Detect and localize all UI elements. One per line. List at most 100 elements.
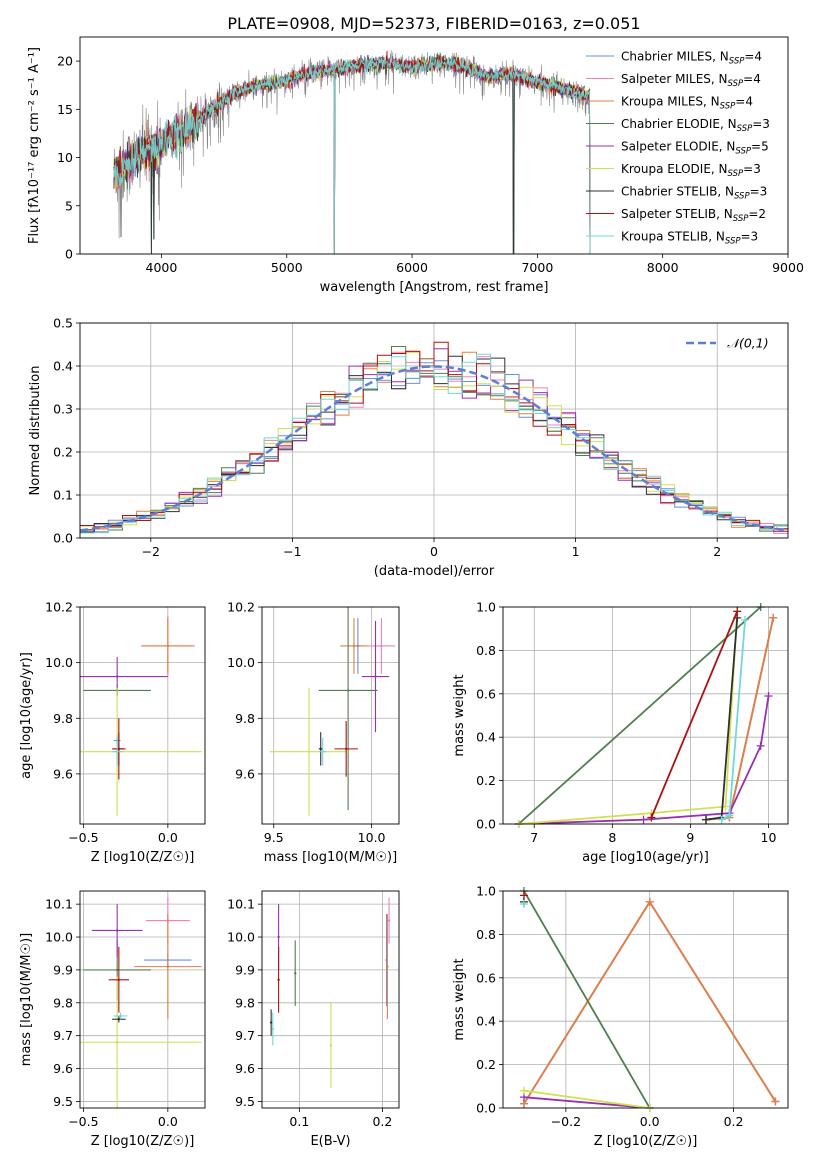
y-tick-label: 0.4: [476, 730, 496, 745]
y-tick-label: 9.8: [235, 995, 255, 1010]
x-tick-label: 7: [530, 830, 538, 845]
model-spectrum-7: [113, 53, 591, 254]
y-tick-label: 0.5: [53, 316, 73, 331]
data-point: [294, 971, 297, 975]
chart-weight_vs_age: 7 8 9 10 0.0 0.2 0.4 0.6 0.8 1.0 age [log10(age/yr…: [452, 600, 789, 865]
legend-entry: Chabrier ELODIE, NSSP=3: [621, 117, 770, 134]
x-tick-label: 8000: [647, 260, 679, 275]
y-tick-label: 9.6: [53, 1061, 73, 1076]
x-tick-label: −0.5: [68, 1114, 98, 1129]
x-tick-label: 0.0: [158, 830, 178, 845]
y-tick-label: 1.0: [476, 884, 496, 899]
y-tick-label: 9.8: [53, 995, 73, 1010]
y-tick-label: 0.1: [53, 488, 73, 503]
data-point: [117, 747, 121, 751]
x-axis-label: Z [log10(Z/Z☉)]: [91, 850, 195, 865]
weight-series-6: [523, 1089, 650, 1108]
data-point: [117, 1018, 121, 1021]
y-tick-label: 10.0: [45, 930, 73, 945]
axes-frame: [502, 890, 789, 1109]
weight-marker: [645, 897, 654, 906]
y-axis-label: mass [log10(M/M☉)]: [19, 933, 34, 1066]
chart-mass_vs_ebv: 0.1 0.2 9.5 9.6 9.7 9.8 9.9 10.0 10.1 E(B-V): [227, 890, 400, 1149]
y-axis-label: Flux [fλ10⁻¹⁷ erg cm⁻² s⁻¹ A⁻¹]: [27, 47, 42, 244]
chart-residuals: −2 −1 0 1 2 0.0 0.1 0.2 0.3 0.4 0.5 (data-model)/er…: [28, 316, 789, 579]
x-axis-label: wavelength [Angstrom, rest frame]: [320, 280, 549, 295]
y-tick-label: 0.0: [476, 817, 496, 832]
x-tick-label: −0.5: [68, 830, 98, 845]
x-tick-label: 2: [713, 544, 721, 559]
y-axis-label: Normed distribution: [28, 366, 43, 496]
x-tick-label: 10.0: [358, 830, 386, 845]
x-tick-label: 0.0: [640, 1114, 660, 1129]
data-point: [319, 747, 322, 751]
y-tick-label: 10.2: [227, 600, 255, 615]
x-tick-label: 8: [608, 830, 616, 845]
y-tick-label: 20: [57, 54, 73, 69]
data-point: [352, 644, 356, 648]
data-point: [115, 750, 119, 753]
data-point: [269, 1021, 273, 1024]
y-tick-label: 0.0: [53, 531, 73, 546]
chart-spectrum: 4000 5000 6000 7000 8000 9000 0 5 10 15 20 waveleng…: [27, 36, 804, 295]
x-tick-label: 9000: [772, 260, 804, 275]
plot-layer: 4000 5000 6000 7000 8000 900005101520waveleng…: [19, 36, 804, 1149]
x-tick-label: −1: [283, 544, 301, 559]
data-point: [346, 689, 350, 692]
data-point: [115, 929, 119, 932]
weight-marker: [733, 607, 742, 616]
x-tick-label: 0: [430, 544, 438, 559]
normal-curve: [79, 365, 786, 532]
x-tick-label: 9.5: [264, 830, 284, 845]
residual-hist-9: [80, 353, 788, 534]
legend-entry: Chabrier STELIB, NSSP=3: [621, 185, 767, 202]
y-tick-label: 5: [65, 198, 73, 213]
data-point: [115, 675, 119, 678]
y-tick-label: 9.6: [235, 766, 255, 781]
data-point: [329, 1044, 333, 1047]
legend-entry: Salpeter STELIB, NSSP=2: [621, 207, 766, 224]
axes-frame: [79, 606, 206, 825]
y-tick-label: 9.8: [235, 711, 255, 726]
weight-marker: [756, 741, 765, 750]
model-spectrum-6: [113, 55, 591, 254]
x-tick-label: 0.2: [372, 1114, 392, 1129]
weight-series-9: [721, 619, 746, 821]
y-tick-label: 0.3: [53, 402, 73, 417]
legend-entry: Kroupa ELODIE, NSSP=3: [621, 162, 761, 179]
data-point: [321, 750, 324, 753]
data-point: [380, 644, 383, 648]
data-point: [277, 978, 280, 981]
legend-entry: Chabrier MILES, NSSP=4: [621, 50, 762, 67]
x-tick-label: −0.2: [551, 1114, 581, 1129]
chart-age_vs_Z: −0.5 0.0 9.6 9.8 10.0 10.2 Z [log10(Z/Z☉)] age …: [19, 600, 206, 865]
y-tick-label: 9.6: [235, 1061, 255, 1076]
x-tick-label: 9: [686, 830, 694, 845]
y-tick-label: 10.2: [45, 600, 73, 615]
data-point: [374, 675, 377, 678]
y-tick-label: 0.8: [476, 643, 496, 658]
y-tick-label: 9.5: [53, 1094, 73, 1109]
data-point: [166, 965, 170, 968]
y-tick-label: 10.1: [45, 897, 73, 912]
y-tick-label: 0.8: [476, 927, 496, 942]
weight-marker: [702, 815, 711, 824]
weight-marker: [771, 1097, 780, 1106]
axes-frame: [79, 36, 789, 255]
weight-series-8: [650, 610, 739, 818]
x-tick-label: 0.1: [289, 1114, 309, 1129]
spectrum-legend: Chabrier MILES, NSSP=4 Salpeter MILES, NS…: [586, 50, 770, 247]
data-point: [387, 919, 391, 922]
y-tick-label: 9.7: [53, 1028, 73, 1043]
y-tick-label: 0.2: [476, 773, 496, 788]
data-point: [271, 1027, 274, 1031]
chart-weight_vs_Z: −0.2 0.0 0.2 0.0 0.2 0.4 0.6 0.8 1.0 Z [log10(Z/Z…: [452, 884, 789, 1149]
weight-marker: [639, 815, 648, 824]
data-point: [307, 750, 311, 753]
data-point: [166, 644, 170, 648]
x-tick-label: 4000: [146, 260, 178, 275]
model-spectrum-3: [113, 55, 591, 254]
data-point: [344, 747, 348, 751]
y-tick-label: 9.5: [235, 1094, 255, 1109]
legend-entry: 𝒩(0,1): [727, 336, 769, 351]
